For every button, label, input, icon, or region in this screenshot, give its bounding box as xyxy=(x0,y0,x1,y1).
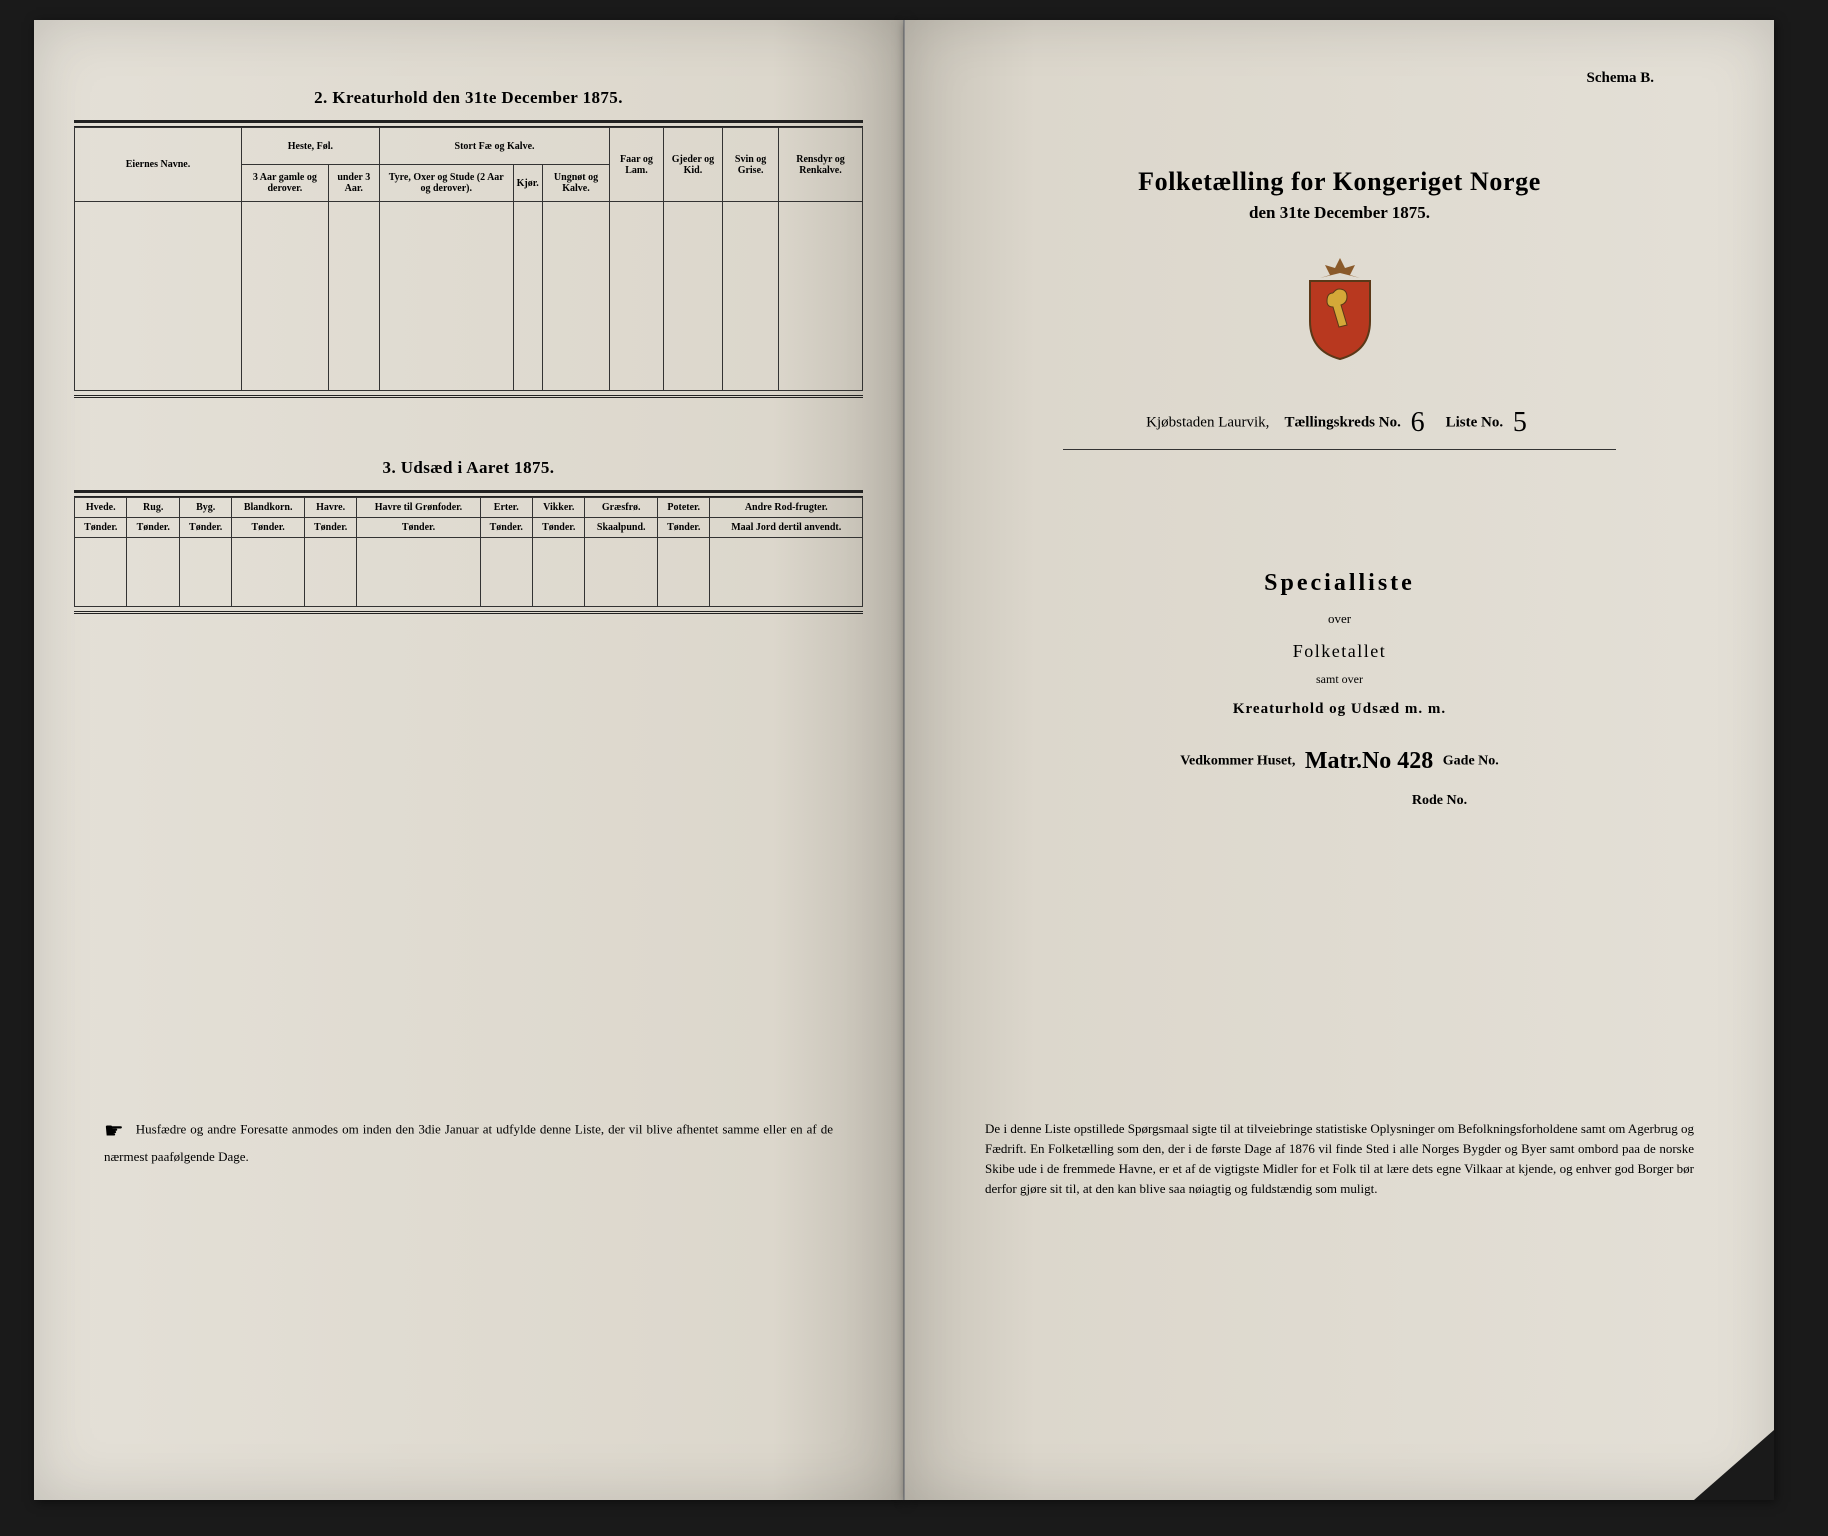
unit: Tønder. xyxy=(232,518,305,538)
census-subtitle: den 31te December 1875. xyxy=(945,203,1734,223)
left-page: 2. Kreaturhold den 31te December 1875. E… xyxy=(34,20,904,1500)
matr-value: Matr.No 428 xyxy=(1299,748,1439,775)
unit: Tønder. xyxy=(357,518,480,538)
section2-title: 2. Kreaturhold den 31te December 1875. xyxy=(74,88,863,108)
special-folketallet: Folketallet xyxy=(945,641,1734,662)
col-storfe1: Tyre, Oxer og Stude (2 Aar og derover). xyxy=(379,165,513,202)
col-erter: Erter. xyxy=(480,498,532,518)
census-title: Folketælling for Kongeriget Norge xyxy=(945,167,1734,197)
liste-label: Liste No. xyxy=(1446,414,1504,430)
page-corner-fold xyxy=(1694,1430,1774,1500)
district-prefix: Kjøbstaden Laurvik, xyxy=(1146,414,1269,430)
col-rug: Rug. xyxy=(127,498,179,518)
table-row xyxy=(75,202,863,391)
col-faar: Faar og Lam. xyxy=(610,128,663,202)
col-storfe3: Ungnøt og Kalve. xyxy=(542,165,609,202)
kreds-label: Tællingskreds No. xyxy=(1284,414,1400,430)
col-byg: Byg. xyxy=(179,498,231,518)
pointing-hand-icon: ☛ xyxy=(104,1114,124,1147)
schema-label: Schema B. xyxy=(945,70,1734,87)
specialliste-title: Specialliste xyxy=(945,570,1734,597)
section3-title: 3. Udsæd i Aaret 1875. xyxy=(74,458,863,478)
col-heste2: under 3 Aar. xyxy=(328,165,379,202)
bottom-paragraph: De i denne Liste opstillede Spørgsmaal s… xyxy=(945,1119,1734,1200)
left-footnote: ☛ Husfædre og andre Foresatte anmodes om… xyxy=(74,1114,863,1167)
rode-label: Rode No. xyxy=(1412,793,1467,808)
rule xyxy=(74,395,863,398)
coat-of-arms-icon xyxy=(945,253,1734,377)
col-storfe2: Kjør. xyxy=(513,165,542,202)
col-heste1: 3 Aar gamle og derover. xyxy=(242,165,329,202)
special-over: over xyxy=(945,611,1734,627)
col-heste: Heste, Føl. xyxy=(242,128,380,165)
unit: Tønder. xyxy=(75,518,127,538)
col-graesfro: Græsfrø. xyxy=(585,498,658,518)
unit: Tønder. xyxy=(179,518,231,538)
livestock-table: Eiernes Navne. Heste, Føl. Stort Fæ og K… xyxy=(74,127,863,391)
col-hvede: Hvede. xyxy=(75,498,127,518)
col-storfe: Stort Fæ og Kalve. xyxy=(379,128,609,165)
unit: Tønder. xyxy=(657,518,709,538)
col-rodfrugter: Andre Rod-frugter. xyxy=(710,498,863,518)
house-line: Vedkommer Huset, Matr.No 428 Gade No. xyxy=(945,748,1734,775)
gade-label: Gade No. xyxy=(1443,754,1499,769)
col-havre: Havre. xyxy=(304,498,356,518)
liste-value: 5 xyxy=(1507,407,1533,439)
district-line: Kjøbstaden Laurvik, Tællingskreds No. 6 … xyxy=(945,407,1734,439)
col-rensdyr: Rensdyr og Renkalve. xyxy=(778,128,862,202)
footnote-text: Husfædre og andre Foresatte anmodes om i… xyxy=(104,1121,833,1164)
special-kreatur: Kreaturhold og Udsæd m. m. xyxy=(945,701,1734,718)
unit: Tønder. xyxy=(304,518,356,538)
rode-line: Rode No. xyxy=(945,793,1734,809)
rule xyxy=(74,490,863,493)
rule xyxy=(74,120,863,123)
book-spread: 2. Kreaturhold den 31te December 1875. E… xyxy=(34,20,1794,1500)
col-svin: Svin og Grise. xyxy=(723,128,779,202)
col-gjeder: Gjeder og Kid. xyxy=(663,128,723,202)
col-havregron: Havre til Grønfoder. xyxy=(357,498,480,518)
col-owner: Eiernes Navne. xyxy=(75,128,242,202)
unit-maal: Maal Jord dertil anvendt. xyxy=(710,518,863,538)
special-samt: samt over xyxy=(945,672,1734,687)
rule xyxy=(1063,449,1615,450)
right-page: Schema B. Folketælling for Kongeriget No… xyxy=(904,20,1774,1500)
col-blandkorn: Blandkorn. xyxy=(232,498,305,518)
unit: Tønder. xyxy=(127,518,179,538)
rule xyxy=(74,611,863,614)
col-poteter: Poteter. xyxy=(657,498,709,518)
col-vikker: Vikker. xyxy=(532,498,584,518)
unit-skaal: Skaalpund. xyxy=(585,518,658,538)
kreds-value: 6 xyxy=(1405,407,1431,439)
house-prefix: Vedkommer Huset, xyxy=(1180,754,1295,769)
seed-table: Hvede. Rug. Byg. Blandkorn. Havre. Havre… xyxy=(74,497,863,607)
unit: Tønder. xyxy=(532,518,584,538)
table-row xyxy=(75,538,863,607)
unit: Tønder. xyxy=(480,518,532,538)
